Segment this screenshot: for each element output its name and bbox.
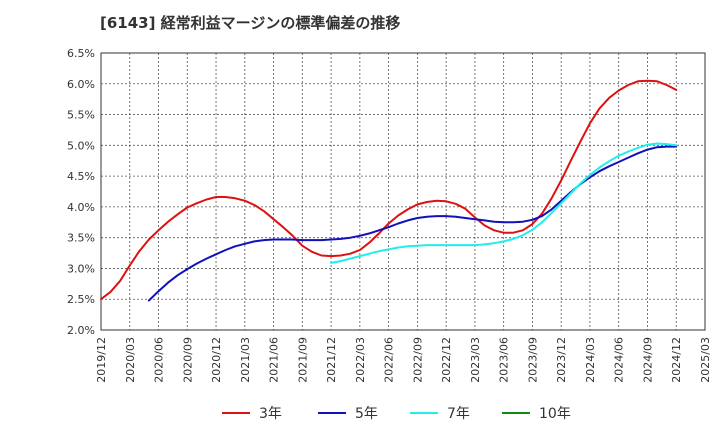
x-tick-label: 2021/12	[325, 337, 338, 383]
series-line	[100, 79, 678, 301]
x-tick-label: 2022/12	[440, 337, 453, 383]
x-tick-label: 2022/09	[411, 337, 424, 383]
x-tick-label: 2020/03	[124, 337, 137, 383]
x-tick-label: 2021/09	[296, 337, 309, 383]
plot-background	[101, 53, 705, 330]
y-axis-tick-labels: 2.0% 2.5% 3.0% 3.5% 4.0% 4.5% 5.0% 5.5% 6.0% 6.5%	[67, 47, 95, 337]
y-tick-label: 2.0%	[67, 324, 95, 337]
y-tick-label: 6.5%	[67, 47, 95, 60]
x-tick-label: 2024/06	[613, 337, 626, 383]
x-tick-label: 2020/12	[210, 337, 223, 383]
legend: 3年 5年 7年 10年	[222, 406, 571, 422]
legend-label: 7年	[447, 406, 470, 422]
plot-frame	[100, 52, 706, 331]
x-tick-label: 2024/12	[670, 337, 683, 383]
series-lines	[100, 79, 678, 302]
y-tick-label: 3.5%	[67, 232, 95, 245]
x-tick-label: 2020/09	[181, 337, 194, 383]
x-axis-tick-labels: 2019/12 2020/03 2020/06 2020/09 2020/12 2021/…	[95, 337, 712, 383]
x-tick-label: 2023/06	[498, 337, 511, 383]
x-tick-label: 2024/09	[641, 337, 654, 383]
x-tick-label: 2022/03	[354, 337, 367, 383]
x-tick-label: 2021/06	[268, 337, 281, 383]
x-tick-label: 2023/12	[555, 337, 568, 383]
x-tick-label: 2023/03	[469, 337, 482, 383]
legend-label: 5年	[355, 406, 378, 422]
y-tick-label: 4.0%	[67, 201, 95, 214]
chart-title: [6143] 経常利益マージンの標準偏差の推移	[100, 14, 401, 32]
x-tick-label: 2022/06	[383, 337, 396, 383]
y-tick-label: 5.0%	[67, 139, 95, 152]
x-tick-label: 2023/09	[526, 337, 539, 383]
x-tick-label: 2021/03	[239, 337, 252, 383]
x-tick-label: 2020/06	[153, 337, 166, 383]
legend-label: 10年	[539, 406, 571, 422]
x-tick-label: 2025/03	[699, 337, 712, 383]
y-tick-label: 2.5%	[67, 293, 95, 306]
y-tick-label: 6.0%	[67, 78, 95, 91]
y-tick-label: 5.5%	[67, 109, 95, 122]
x-tick-label: 2019/12	[95, 337, 108, 383]
x-tick-label: 2024/03	[584, 337, 597, 383]
grid-lines	[101, 53, 705, 330]
y-tick-label: 3.0%	[67, 262, 95, 275]
legend-label: 3年	[259, 406, 282, 422]
series-line	[330, 142, 678, 264]
y-tick-label: 4.5%	[67, 170, 95, 183]
series-line	[147, 145, 678, 302]
